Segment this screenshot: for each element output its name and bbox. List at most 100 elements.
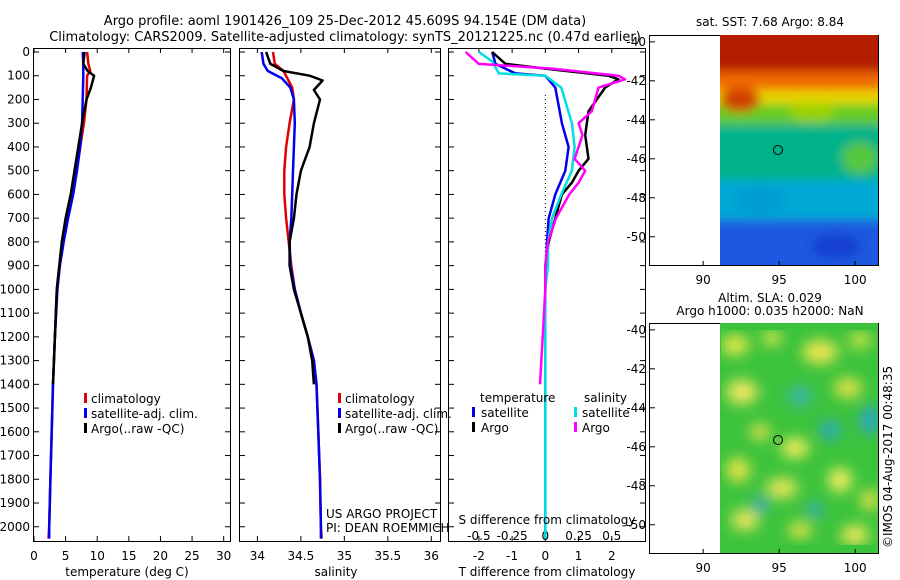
xtick-label: 34 [250, 549, 265, 563]
map-xtick-label: 95 [772, 561, 787, 575]
legend-swatch-climatology [338, 393, 341, 403]
legend-swatch-satellite-clim [338, 408, 341, 418]
sla-blob [731, 510, 759, 530]
ytick-label: 1200 [0, 330, 30, 344]
sst-map-field [720, 35, 878, 265]
xtick-label: 20 [153, 549, 168, 563]
legend-label-argo: Argo(..raw -QC) [345, 422, 438, 436]
ytick-label: 1300 [0, 354, 30, 368]
map-ytick-label: -40 [626, 35, 646, 49]
sla-blob [834, 378, 862, 398]
sst-band-red [720, 35, 878, 80]
sst-band-cyan [720, 180, 878, 224]
ytick-label: 1700 [0, 449, 30, 463]
sst-map-axes: 90 95 100 -40 -42 -44 -46 -48 -50 [626, 35, 866, 287]
map-ytick-label: -46 [626, 440, 646, 454]
map-xtick-label: 100 [844, 273, 867, 287]
credit-line-1: US ARGO PROJECT [326, 507, 438, 521]
sst-patch-3 [842, 142, 878, 174]
difference-xlabel: T difference from climatology [458, 565, 636, 579]
series-line-argo-raw-qc- [51, 51, 96, 385]
map-xtick-label: 95 [772, 273, 787, 287]
map-ytick-label: -40 [626, 323, 646, 337]
legend-swatch-argo [338, 423, 341, 433]
legend-label-satellite-clim: satellite-adj. clim. [91, 407, 198, 421]
ytick-label: 400 [7, 140, 30, 154]
difference-legend: temperature salinity satellite Argo sate… [472, 391, 630, 435]
xtick-label: 2 [608, 549, 616, 563]
sla-blob [807, 503, 823, 517]
temperature-xlabel: temperature (deg C) [65, 565, 188, 579]
difference-axes-box [448, 48, 646, 542]
legend-swatch-salinity-argo [574, 422, 577, 432]
series-line-salinity-satellite [478, 50, 576, 539]
xtick-label: 34.5 [288, 549, 315, 563]
xtick-label: 15 [121, 549, 136, 563]
ytick-label: 600 [7, 187, 30, 201]
sla-map-title-line-2: Argo h1000: 0.035 h2000: NaN [676, 304, 863, 318]
sla-map-axes: 90 95 100 -40 -42 -44 -46 -48 -50 [626, 323, 866, 575]
sla-map-panel: Altim. SLA: 0.029 Argo h1000: 0.035 h200… [626, 291, 879, 575]
sst-patch-5 [812, 234, 860, 258]
legend-swatch-temperature-argo [472, 422, 475, 432]
sla-blob [766, 478, 798, 498]
legend-swatch-climatology [84, 393, 87, 403]
temperature-axes-box [33, 48, 231, 542]
temperature-panel: 0100200300400500600700800900100011001200… [0, 45, 231, 579]
series-line-climatology [47, 51, 92, 539]
sst-patch-2 [790, 102, 834, 122]
xtick-label: 0 [30, 549, 38, 563]
ytick-label: 100 [7, 69, 30, 83]
ytick-label: 200 [7, 92, 30, 106]
series-line-argo-raw-qc- [264, 51, 324, 385]
legend-label-satellite-clim: satellite-adj. clim. [345, 407, 452, 421]
map-xtick-label: 90 [696, 561, 711, 575]
series-line-satellite-adj-clim- [260, 51, 323, 539]
salinity-panel: 34 34.5 35 35.5 36 salinity climatology sate… [239, 48, 452, 579]
sst-band-yellow [720, 90, 878, 108]
sst-patch-4 [734, 186, 786, 214]
legend-swatch-argo [84, 423, 87, 433]
credit-line-2: PI: DEAN ROEMMICH [326, 521, 449, 535]
sst-map-land-mask [650, 36, 720, 265]
xtick-label: 35 [337, 549, 352, 563]
xtick-label: 30 [216, 549, 231, 563]
map-ytick-label: -48 [626, 479, 646, 493]
sla-blob [750, 424, 770, 440]
ytick-label: 1600 [0, 425, 30, 439]
sst-band-orange [720, 72, 878, 94]
series-line-satellite-adj-clim- [47, 51, 85, 539]
ytick-label: 1900 [0, 496, 30, 510]
sst-map-title: sat. SST: 7.68 Argo: 8.84 [696, 15, 844, 29]
top-tick-label: -0.25 [497, 529, 528, 543]
map-ytick-label: -50 [626, 518, 646, 532]
sla-blob [781, 438, 809, 458]
legend-label-temperature-satellite: satellite [481, 406, 529, 420]
sst-map-panel: sat. SST: 7.68 Argo: 8.84 90 95 100 -40 -42 -… [626, 15, 879, 287]
legend-swatch-salinity-satellite [574, 407, 577, 417]
map-ytick-label: -42 [626, 362, 646, 376]
xtick-label: 5 [62, 549, 70, 563]
top-tick-label: 0.25 [565, 529, 592, 543]
ytick-label: 700 [7, 211, 30, 225]
ytick-label: 300 [7, 116, 30, 130]
xtick-label: 1 [575, 549, 583, 563]
sla-blob [802, 340, 838, 364]
xtick-label: 36 [424, 549, 439, 563]
map-xtick-label: 90 [696, 273, 711, 287]
temperature-plot-area: 0100200300400500600700800900100011001200… [0, 45, 231, 563]
difference-top-label: S difference from climatology [459, 513, 636, 527]
xtick-label: 35.5 [374, 549, 401, 563]
legend-label-salinity-satellite: satellite [582, 406, 630, 420]
legend-header-temperature: temperature [480, 391, 555, 405]
legend-label-temperature-argo: Argo [481, 421, 509, 435]
map-ytick-label: -48 [626, 191, 646, 205]
salinity-plot-area: 34 34.5 35 35.5 36 [240, 48, 440, 563]
legend-label-argo: Argo(..raw -QC) [91, 422, 184, 436]
ytick-label: 500 [7, 164, 30, 178]
ytick-label: 0 [22, 45, 30, 59]
xtick-label: -2 [473, 549, 485, 563]
ytick-label: 1500 [0, 401, 30, 415]
